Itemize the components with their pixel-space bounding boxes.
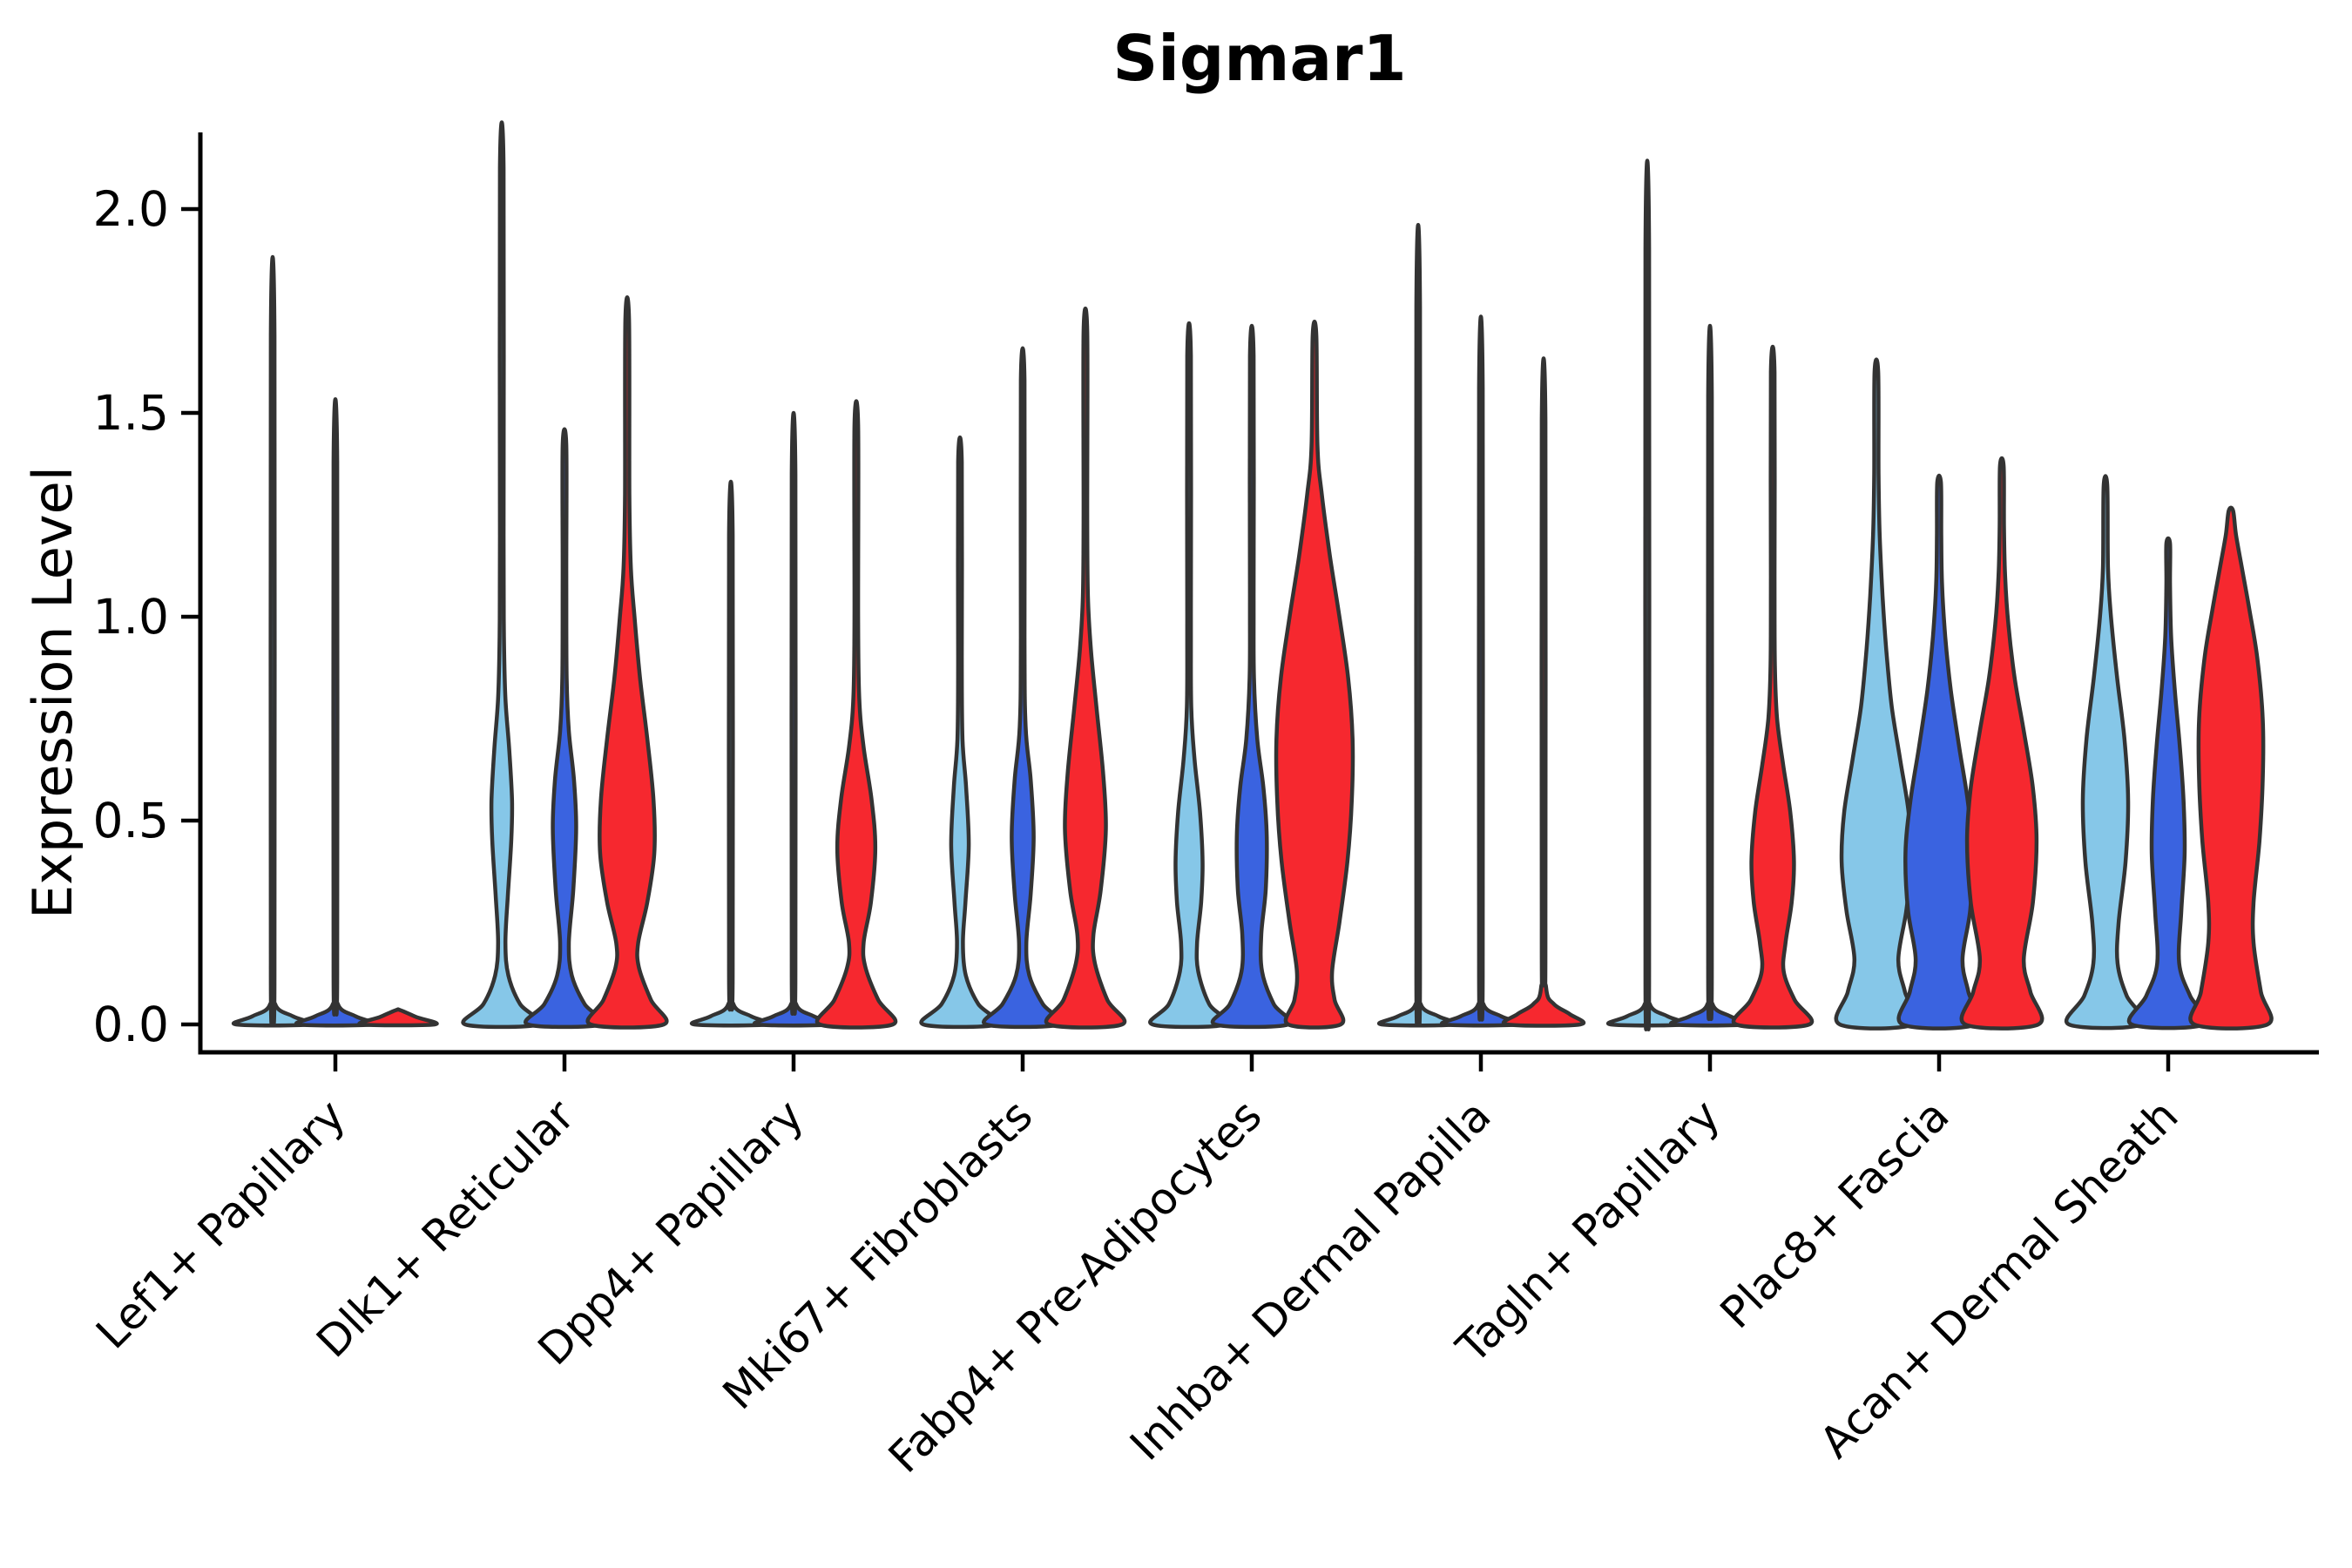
y-tick-label: 1.5	[93, 385, 169, 441]
violin-dlk1-reticular-skyblue	[461, 120, 543, 1030]
violin-inhba-dermal-papilla-royalblue	[1440, 314, 1522, 1028]
violin-fabp4-pre-adipocytes-skyblue	[1148, 321, 1230, 1030]
x-tick-label: Fabp4+ Pre-Adipocytes	[879, 1090, 1272, 1483]
violin-inhba-dermal-papilla-skyblue	[1377, 222, 1459, 1028]
y-tick-label: 0.5	[93, 793, 169, 848]
violin-fabp4-pre-adipocytes-red	[1274, 320, 1355, 1030]
y-axis-label: Expression Level	[21, 466, 84, 919]
violin-lef1-papillary-red	[357, 1007, 439, 1028]
violin-dpp4-papillary-royalblue	[753, 410, 835, 1028]
y-tick-label: 1.0	[93, 589, 169, 645]
violin-mki67-fibroblasts-red	[1044, 307, 1127, 1030]
violin-dpp4-papillary-skyblue	[690, 480, 772, 1028]
x-tick-label: Lef1+ Papillary	[86, 1090, 355, 1358]
violin-tagln-papillary-skyblue	[1606, 159, 1688, 1031]
violin-layer	[232, 120, 2274, 1031]
y-tick-label: 2.0	[93, 181, 169, 237]
violin-plac8-fascia-royalblue	[1896, 473, 1982, 1031]
violin-inhba-dermal-papilla-red	[1501, 356, 1586, 1028]
violin-mki67-fibroblasts-skyblue	[919, 436, 1001, 1030]
violin-plac8-fascia-skyblue	[1834, 357, 1919, 1031]
violin-tagln-papillary-royalblue	[1669, 324, 1751, 1028]
violin-acan-dermal-sheath-royalblue	[2126, 536, 2210, 1031]
violin-dlk1-reticular-red	[585, 295, 669, 1030]
x-tick-label: Plac8+ Fascia	[1711, 1090, 1959, 1338]
chart-title: Sigmar1	[1112, 22, 1406, 95]
violin-lef1-papillary-royalblue	[294, 396, 376, 1028]
violin-fabp4-pre-adipocytes-royalblue	[1210, 323, 1294, 1030]
violin-lef1-papillary-skyblue	[232, 254, 314, 1028]
violin-dlk1-reticular-royalblue	[524, 427, 605, 1030]
y-tick-label: 0.0	[93, 997, 169, 1052]
violin-tagln-papillary-red	[1731, 345, 1815, 1030]
violin-mki67-fibroblasts-royalblue	[982, 346, 1064, 1030]
violin-acan-dermal-sheath-skyblue	[2065, 474, 2146, 1031]
violin-plac8-fascia-red	[1959, 456, 2044, 1031]
violin-acan-dermal-sheath-red	[2188, 505, 2274, 1031]
violin-dpp4-papillary-red	[814, 399, 898, 1030]
